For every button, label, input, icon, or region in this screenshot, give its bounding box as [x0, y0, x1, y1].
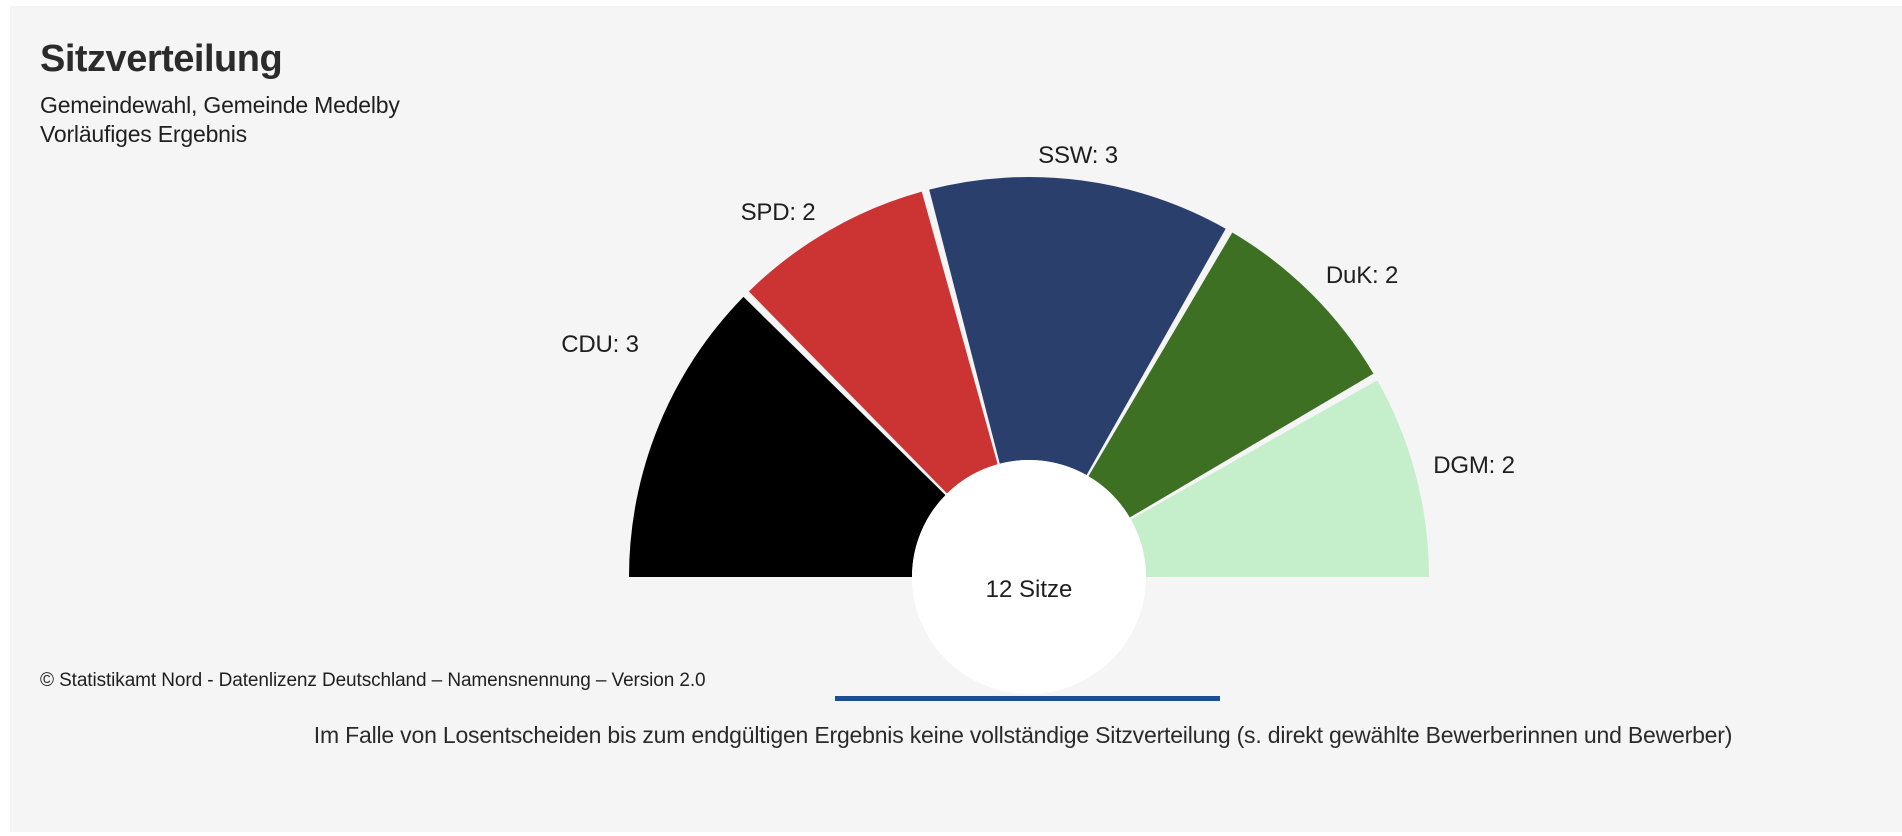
chart-center-label: 12 Sitze [985, 576, 1073, 603]
seat-distribution-chart [629, 176, 1429, 694]
chart-subtitle-line1: Gemeindewahl, Gemeinde Medelby [40, 92, 400, 118]
wedge-SSW[interactable] [929, 176, 1226, 476]
donut-hole-icon [912, 460, 1146, 694]
footnote-text: Im Falle von Losentscheiden bis zum endg… [313, 722, 1733, 748]
chart-subtitle-line2: Vorläufiges Ergebnis [40, 121, 247, 147]
page-title: Sitzverteilung [40, 38, 283, 80]
slice-label-SSW: SSW: 3 [1038, 142, 1118, 169]
wedge-SPD[interactable] [748, 191, 998, 494]
footer-divider [835, 696, 1220, 701]
wedge-DGM[interactable] [1130, 380, 1429, 577]
slice-label-DGM: DGM: 2 [1433, 452, 1515, 479]
slice-label-DuK: DuK: 2 [1325, 262, 1399, 289]
wedge-DuK[interactable] [1088, 232, 1374, 518]
wedge-CDU[interactable] [629, 296, 946, 577]
slice-label-CDU: CDU: 3 [561, 331, 639, 358]
slice-label-SPD: SPD: 2 [740, 199, 816, 226]
copyright-text: © Statistikamt Nord - Datenlizenz Deutsc… [40, 670, 706, 691]
